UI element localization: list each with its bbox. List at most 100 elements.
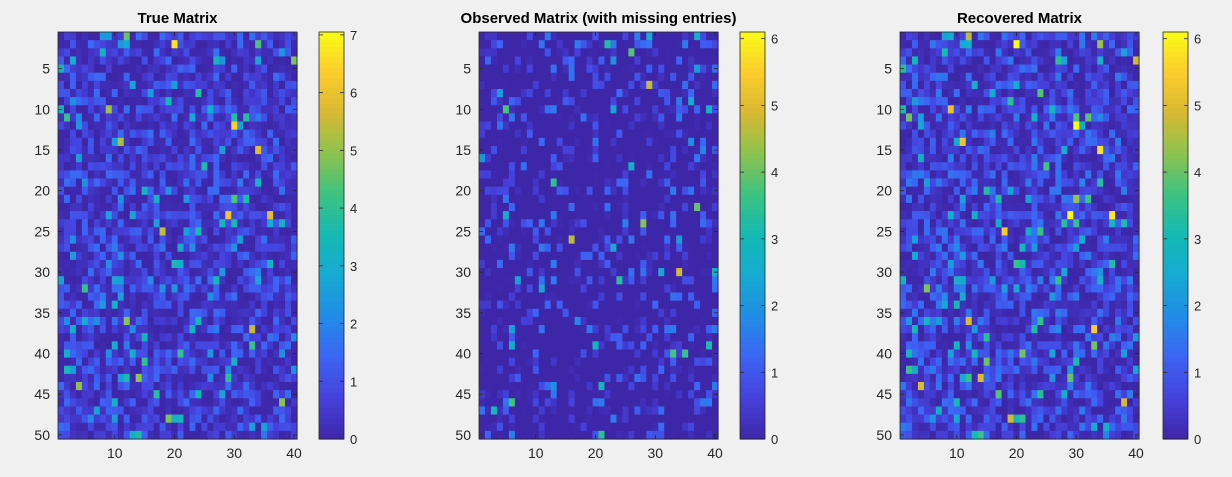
heatmap-cell [502,202,510,212]
heatmap-cell [941,64,949,74]
heatmap-cell [99,341,107,351]
heatmap-cell [586,276,594,285]
heatmap-cell [58,235,65,245]
heatmap-cell [694,194,701,204]
heatmap-cell [652,32,659,41]
heatmap-cell [562,422,570,432]
heatmap-cell [291,154,298,163]
heatmap-cell [616,202,623,212]
heatmap-cell [604,194,612,204]
heatmap-cell [604,162,612,171]
heatmap-cell [249,308,256,318]
heatmap-cell [58,170,65,180]
heatmap-cell [514,178,522,188]
heatmap-cell [712,129,719,139]
heatmap-cell [243,72,250,82]
heatmap-cell [117,382,125,391]
heatmap-cell [177,137,185,147]
heatmap-cell [670,390,677,399]
heatmap-cell [141,178,149,188]
heatmap-cell [1019,145,1027,155]
heatmap-cell [900,154,907,163]
heatmap-cell [87,308,95,318]
heatmap-cell [610,422,618,432]
heatmap-cell [977,88,985,98]
heatmap-cell [225,219,232,228]
heatmap-cell [700,251,707,261]
heatmap-cell [634,88,641,98]
heatmap-cell [652,341,659,351]
heatmap-cell [670,194,677,204]
heatmap-cell [514,398,522,408]
heatmap-cell [87,105,95,114]
heatmap-cell [592,284,600,294]
heatmap-cell [153,333,161,342]
heatmap-cell [111,235,119,245]
heatmap-cell [706,56,713,66]
heatmap-cell [941,129,949,139]
colorbar-strip [319,93,344,99]
heatmap-cell [165,32,173,41]
heatmap-cell [291,316,298,326]
heatmap-cell [111,227,119,237]
heatmap-cell [598,414,606,424]
heatmap-cell [664,202,671,212]
heatmap-cell [237,40,244,49]
heatmap-cell [1121,88,1128,98]
heatmap-cell [1115,80,1122,90]
heatmap-cell [526,64,534,74]
heatmap-cell [706,48,713,58]
heatmap-cell [147,243,155,253]
heatmap-cell [1025,56,1033,66]
heatmap-cell [207,365,214,375]
heatmap-cell [1079,145,1086,155]
heatmap-cell [610,316,618,326]
heatmap-cell [69,333,77,342]
colorbar-strip [740,266,765,272]
heatmap-cell [496,357,504,367]
heatmap-cell [712,276,719,285]
colorbar-strip [740,113,765,120]
heatmap-cell [640,349,647,359]
heatmap-cell [562,235,570,245]
heatmap-cell [183,276,191,285]
heatmap-cell [159,154,167,163]
heatmap-cell [526,382,534,391]
heatmap-cell [646,430,653,440]
heatmap-cell [207,382,214,391]
heatmap-cell [171,162,179,171]
heatmap-cell [616,349,623,359]
heatmap-cell [129,64,137,74]
heatmap-cell [261,268,268,277]
heatmap-cell [538,105,546,114]
heatmap-cell [562,211,570,220]
heatmap-cell [900,88,907,98]
heatmap-cell [285,97,292,106]
heatmap-cell [496,308,504,318]
heatmap-cell [99,251,107,261]
heatmap-cell [514,430,522,440]
heatmap-cell [177,219,185,228]
heatmap-cell [1085,80,1092,90]
heatmap-cell [279,154,286,163]
colorbar-strip [740,393,765,399]
heatmap-cell [1019,129,1027,139]
heatmap-cell [1031,105,1039,114]
heatmap-cell [670,398,677,408]
colorbar-strip [740,250,765,257]
heatmap-cell [1043,105,1050,114]
heatmap-cell [923,154,931,163]
heatmap-cell [267,430,274,440]
heatmap-cell [694,365,701,375]
heatmap-cell [153,32,161,41]
heatmap-cell [514,308,522,318]
heatmap-cell [622,357,629,367]
heatmap-cell [610,414,618,424]
heatmap-cell [273,194,280,204]
heatmap-cell [616,357,623,367]
heatmap-cell [490,259,498,269]
heatmap-cell [147,341,155,351]
heatmap-cell [243,300,250,310]
y-tick-label: 15 [34,142,50,158]
heatmap-cell [207,341,214,351]
